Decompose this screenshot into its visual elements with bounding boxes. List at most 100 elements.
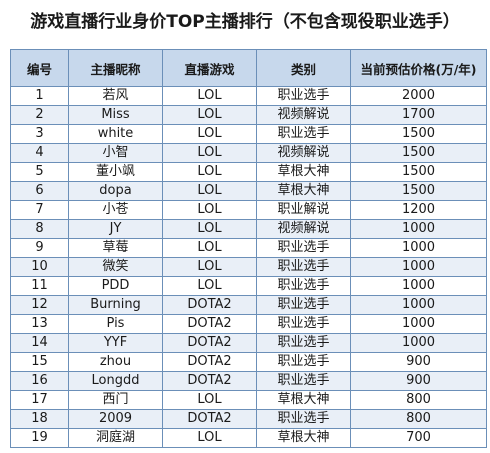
cell-streamer-name: Pis [68, 314, 163, 334]
cell-category: 职业选手 [256, 371, 351, 391]
table-row: 6 dopa LOL 草根大神 1500 [10, 181, 487, 201]
cell-game: DOTA2 [162, 295, 257, 315]
cell-rank-number: 15 [10, 352, 69, 372]
cell-category: 职业选手 [256, 124, 351, 144]
cell-rank-number: 10 [10, 257, 69, 277]
cell-category: 草根大神 [256, 390, 351, 410]
cell-game: LOL [162, 200, 257, 220]
page-title: 游戏直播行业身价TOP主播排行（不包含现役职业选手） [0, 0, 490, 45]
cell-game: DOTA2 [162, 409, 257, 429]
cell-game: DOTA2 [162, 333, 257, 353]
cell-category: 职业选手 [256, 238, 351, 258]
cell-game: DOTA2 [162, 314, 257, 334]
cell-streamer-name: 2009 [68, 409, 163, 429]
cell-streamer-name: 董小飒 [68, 162, 163, 182]
table-row: 19 洞庭湖 LOL 草根大神 700 [10, 428, 487, 448]
cell-price: 1000 [350, 219, 487, 239]
column-header-number: 编号 [10, 49, 69, 87]
cell-price: 1000 [350, 276, 487, 296]
cell-price: 1500 [350, 181, 487, 201]
cell-category: 职业选手 [256, 333, 351, 353]
table-row: 8 JY LOL 视频解说 1000 [10, 219, 487, 239]
table-row: 12 Burning DOTA2 职业选手 1000 [10, 295, 487, 315]
cell-price: 900 [350, 352, 487, 372]
cell-game: LOL [162, 86, 257, 106]
cell-price: 2000 [350, 86, 487, 106]
cell-price: 1500 [350, 143, 487, 163]
cell-price: 700 [350, 428, 487, 448]
cell-game: LOL [162, 257, 257, 277]
cell-price: 800 [350, 390, 487, 410]
table-row: 5 董小飒 LOL 草根大神 1500 [10, 162, 487, 182]
cell-rank-number: 13 [10, 314, 69, 334]
cell-category: 草根大神 [256, 162, 351, 182]
cell-streamer-name: 草莓 [68, 238, 163, 258]
column-header-category: 类别 [256, 49, 351, 87]
cell-streamer-name: JY [68, 219, 163, 239]
cell-rank-number: 6 [10, 181, 69, 201]
table-row: 14 YYF DOTA2 职业选手 1000 [10, 333, 487, 353]
cell-game: LOL [162, 428, 257, 448]
table-row: 11 PDD LOL 职业选手 1000 [10, 276, 487, 296]
cell-price: 900 [350, 371, 487, 391]
cell-category: 视频解说 [256, 105, 351, 125]
cell-category: 草根大神 [256, 181, 351, 201]
cell-rank-number: 3 [10, 124, 69, 144]
cell-streamer-name: dopa [68, 181, 163, 201]
cell-streamer-name: Burning [68, 295, 163, 315]
column-header-streamer: 主播昵称 [68, 49, 163, 87]
cell-rank-number: 17 [10, 390, 69, 410]
cell-streamer-name: 微笑 [68, 257, 163, 277]
cell-price: 1700 [350, 105, 487, 125]
cell-game: LOL [162, 124, 257, 144]
cell-streamer-name: 若风 [68, 86, 163, 106]
table-row: 4 小智 LOL 视频解说 1500 [10, 143, 487, 163]
table-body: 1 若风 LOL 职业选手 2000 2 Miss LOL 视频解说 1700 3 white LOL 职… [10, 86, 487, 448]
cell-rank-number: 5 [10, 162, 69, 182]
cell-game: DOTA2 [162, 352, 257, 372]
cell-price: 1000 [350, 333, 487, 353]
cell-streamer-name: 西门 [68, 390, 163, 410]
cell-price: 1000 [350, 238, 487, 258]
cell-rank-number: 14 [10, 333, 69, 353]
table-row: 16 Longdd DOTA2 职业选手 900 [10, 371, 487, 391]
cell-game: LOL [162, 390, 257, 410]
cell-category: 职业选手 [256, 314, 351, 334]
table-row: 2 Miss LOL 视频解说 1700 [10, 105, 487, 125]
cell-streamer-name: 小智 [68, 143, 163, 163]
cell-rank-number: 7 [10, 200, 69, 220]
cell-rank-number: 9 [10, 238, 69, 258]
column-header-game: 直播游戏 [162, 49, 257, 87]
cell-game: LOL [162, 276, 257, 296]
column-header-price: 当前预估价格(万/年) [350, 49, 487, 87]
cell-rank-number: 1 [10, 86, 69, 106]
cell-streamer-name: YYF [68, 333, 163, 353]
cell-game: LOL [162, 162, 257, 182]
table-row: 3 white LOL 职业选手 1500 [10, 124, 487, 144]
cell-game: LOL [162, 105, 257, 125]
table-row: 13 Pis DOTA2 职业选手 1000 [10, 314, 487, 334]
cell-rank-number: 19 [10, 428, 69, 448]
cell-rank-number: 8 [10, 219, 69, 239]
cell-streamer-name: 洞庭湖 [68, 428, 163, 448]
cell-streamer-name: white [68, 124, 163, 144]
ranking-table: 编号 主播昵称 直播游戏 类别 当前预估价格(万/年) 1 若风 LOL 职业选手 20… [10, 49, 487, 448]
cell-streamer-name: Miss [68, 105, 163, 125]
cell-category: 职业选手 [256, 352, 351, 372]
cell-streamer-name: PDD [68, 276, 163, 296]
table-row: 15 zhou DOTA2 职业选手 900 [10, 352, 487, 372]
table-row: 7 小苍 LOL 职业解说 1200 [10, 200, 487, 220]
cell-price: 800 [350, 409, 487, 429]
cell-rank-number: 4 [10, 143, 69, 163]
cell-rank-number: 11 [10, 276, 69, 296]
cell-price: 1500 [350, 162, 487, 182]
cell-game: LOL [162, 143, 257, 163]
cell-game: LOL [162, 181, 257, 201]
cell-rank-number: 16 [10, 371, 69, 391]
cell-streamer-name: Longdd [68, 371, 163, 391]
cell-rank-number: 18 [10, 409, 69, 429]
cell-category: 职业解说 [256, 200, 351, 220]
cell-rank-number: 12 [10, 295, 69, 315]
cell-category: 视频解说 [256, 143, 351, 163]
cell-game: LOL [162, 238, 257, 258]
